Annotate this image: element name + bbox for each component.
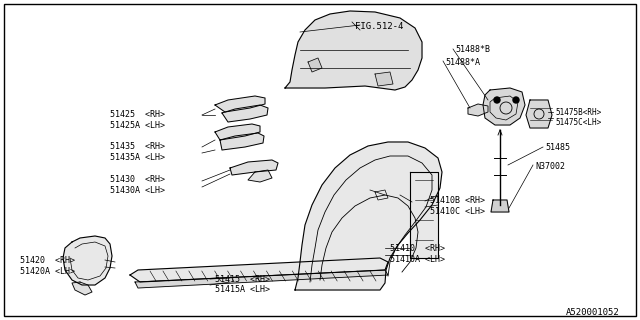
Polygon shape	[285, 11, 422, 90]
Text: 51410  <RH>: 51410 <RH>	[390, 244, 445, 253]
Text: 51488*B: 51488*B	[455, 45, 490, 54]
Polygon shape	[230, 160, 278, 175]
Text: 51475B<RH>: 51475B<RH>	[555, 108, 601, 117]
Text: FIG.512-4: FIG.512-4	[355, 22, 403, 31]
Polygon shape	[215, 124, 260, 140]
Circle shape	[513, 97, 519, 103]
Polygon shape	[215, 96, 265, 112]
Polygon shape	[483, 88, 525, 125]
Text: 51410B <RH>: 51410B <RH>	[430, 196, 485, 205]
Polygon shape	[135, 270, 388, 288]
Text: A520001052: A520001052	[566, 308, 620, 317]
Polygon shape	[410, 172, 438, 258]
Polygon shape	[72, 282, 92, 295]
Text: 51430A <LH>: 51430A <LH>	[110, 186, 165, 195]
Polygon shape	[130, 258, 388, 282]
Polygon shape	[222, 105, 268, 122]
Text: 51430  <RH>: 51430 <RH>	[110, 175, 165, 184]
Text: 51420  <RH>: 51420 <RH>	[20, 256, 75, 265]
Polygon shape	[468, 104, 488, 116]
Polygon shape	[248, 170, 272, 182]
Text: 51485: 51485	[545, 143, 570, 152]
Polygon shape	[491, 200, 509, 212]
Text: 51488*A: 51488*A	[445, 58, 480, 67]
Text: 51435  <RH>: 51435 <RH>	[110, 142, 165, 151]
Polygon shape	[526, 100, 552, 128]
Text: 51475C<LH>: 51475C<LH>	[555, 118, 601, 127]
Text: 51415A <LH>: 51415A <LH>	[215, 285, 270, 294]
Circle shape	[494, 97, 500, 103]
Polygon shape	[295, 142, 442, 290]
Text: 51410C <LH>: 51410C <LH>	[430, 207, 485, 216]
Polygon shape	[220, 133, 264, 150]
Text: 51435A <LH>: 51435A <LH>	[110, 153, 165, 162]
Polygon shape	[375, 72, 393, 86]
Text: 51420A <LH>: 51420A <LH>	[20, 267, 75, 276]
Polygon shape	[308, 58, 322, 72]
Text: 51425A <LH>: 51425A <LH>	[110, 121, 165, 130]
Polygon shape	[63, 236, 112, 285]
Text: 51410A <LH>: 51410A <LH>	[390, 255, 445, 264]
Text: 51425  <RH>: 51425 <RH>	[110, 110, 165, 119]
Text: N37002: N37002	[535, 162, 565, 171]
Text: 51415  <RH>: 51415 <RH>	[215, 275, 270, 284]
